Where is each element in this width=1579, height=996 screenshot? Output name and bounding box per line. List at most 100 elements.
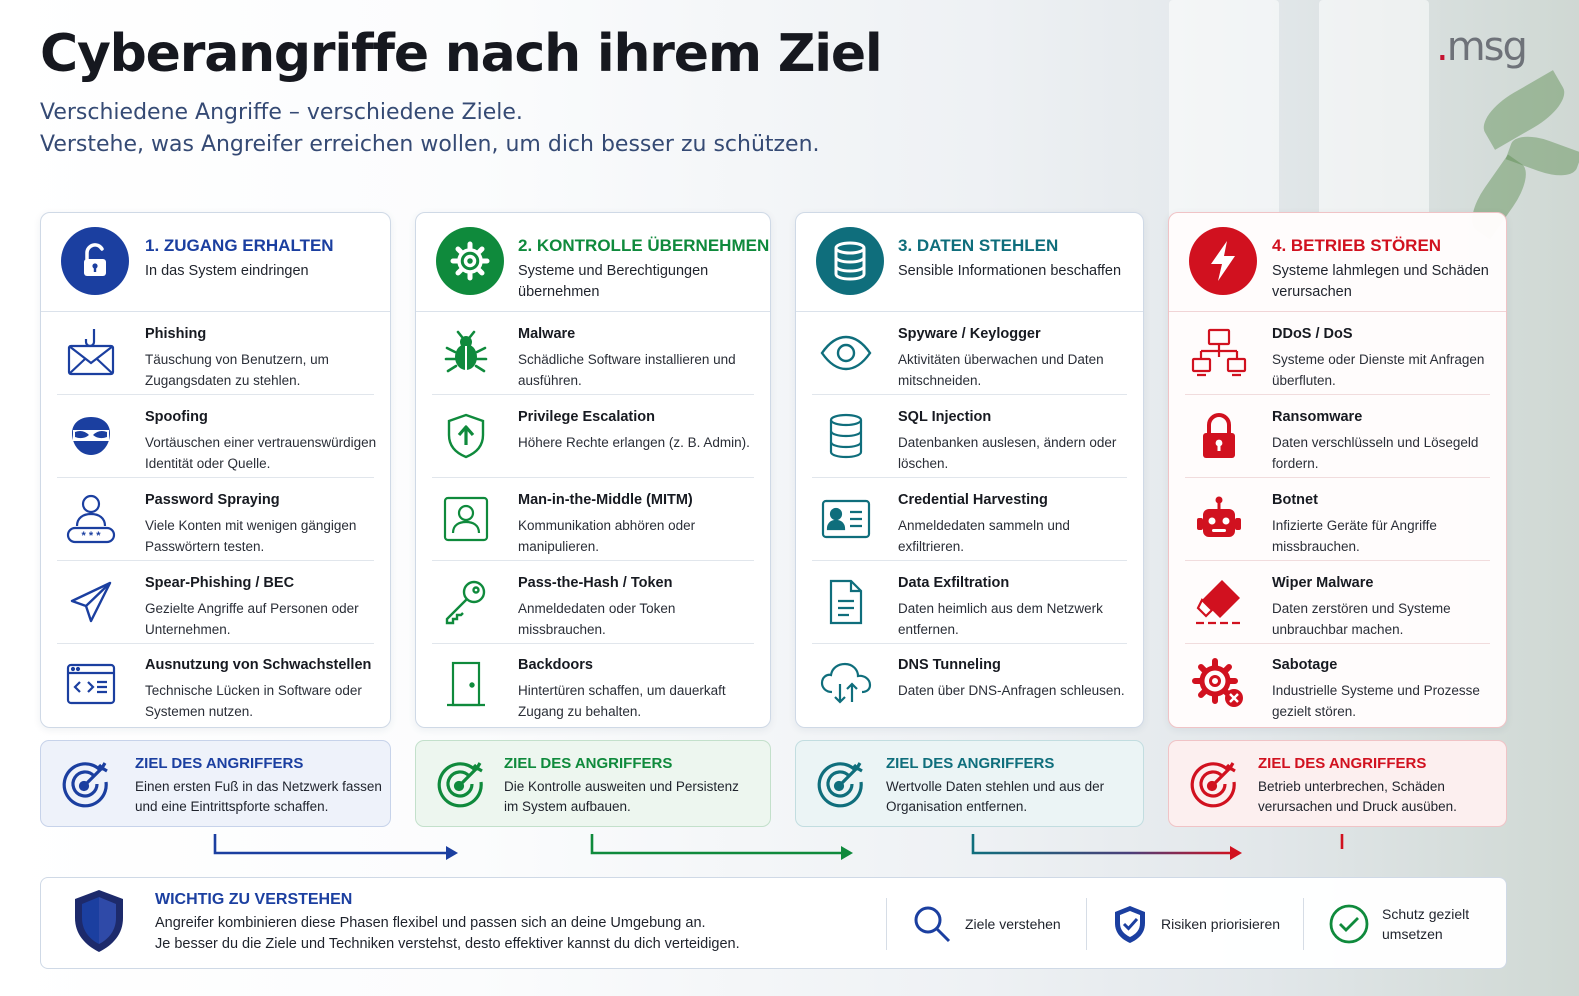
phase-description: Systeme lahmlegen und Schäden verursache… bbox=[1272, 263, 1489, 300]
goal-title: ZIEL DES ANGRIFFERS bbox=[1258, 755, 1427, 772]
target-icon bbox=[814, 757, 868, 811]
phase-flow-arrows bbox=[0, 830, 1579, 870]
attack-title: DDoS / DoS bbox=[1272, 326, 1353, 342]
attack-item-sql-injection: SQL Injection Datenbanken auslesen, ände… bbox=[812, 396, 1127, 478]
lightning-icon bbox=[1189, 227, 1257, 295]
padlock-icon bbox=[1191, 408, 1247, 464]
phase-title: 1. ZUGANG ERHALTEN bbox=[145, 236, 334, 255]
hint-label: Schutz gezielt umsetzen bbox=[1382, 906, 1470, 942]
phase-card-betrieb: 4. BETRIEB STÖREN Systeme lahmlegen und … bbox=[1168, 212, 1507, 728]
phase-header: 4. BETRIEB STÖREN Systeme lahmlegen und … bbox=[1169, 213, 1506, 312]
target-icon bbox=[434, 757, 488, 811]
padlock-open-icon bbox=[61, 227, 129, 295]
target-icon bbox=[1187, 757, 1241, 811]
phase-title: 3. DATEN STEHLEN bbox=[898, 236, 1059, 255]
hint-schutz: Schutz gezielt umsetzen bbox=[1328, 896, 1492, 952]
subtitle-line-2: Verstehe, was Angreifer erreichen wollen… bbox=[40, 132, 820, 157]
attack-description: Industrielle Systeme und Prozesse geziel… bbox=[1272, 683, 1480, 719]
msg-logo: .msg bbox=[1436, 24, 1528, 70]
phase-description: Systeme und Berechtigungen übernehmen bbox=[518, 263, 709, 300]
door-icon bbox=[438, 656, 494, 712]
user-password-icon: * * * bbox=[63, 491, 119, 547]
attack-title: Man-in-the-Middle (MITM) bbox=[518, 492, 693, 508]
hint-label: Risiken priorisieren bbox=[1161, 916, 1281, 932]
shield-arrow-up-icon bbox=[438, 408, 494, 464]
eraser-icon bbox=[1191, 574, 1247, 630]
attack-description: Kommunikation abhören oder manipulieren. bbox=[518, 518, 696, 554]
phase-title: 2. KONTROLLE ÜBERNEHMEN bbox=[518, 236, 770, 255]
goal-box-zugang: ZIEL DES ANGRIFFERS Einen ersten Fuß in … bbox=[40, 740, 391, 827]
phase-card-daten: 3. DATEN STEHLEN Sensible Informationen … bbox=[795, 212, 1144, 728]
mask-icon bbox=[63, 408, 119, 464]
attack-description: Viele Konten mit wenigen gängigen Passwö… bbox=[145, 518, 357, 554]
phase-header: 1. ZUGANG ERHALTEN In das System eindrin… bbox=[41, 213, 390, 312]
attack-description: Daten verschlüsseln und Lösegeld fordern… bbox=[1272, 435, 1479, 471]
divider bbox=[1303, 898, 1304, 950]
attack-title: SQL Injection bbox=[898, 409, 992, 425]
attack-item-credential-harvesting: Credential Harvesting Anmeldedaten samme… bbox=[812, 479, 1127, 561]
attack-item-privilege-escalation: Privilege Escalation Höhere Rechte erlan… bbox=[432, 396, 754, 478]
cloud-transfer-icon bbox=[818, 656, 874, 712]
attack-description: Hintertüren schaffen, um dauerkaft Zugan… bbox=[518, 683, 726, 719]
info-text: Angreifer kombinieren diese Phasen flexi… bbox=[155, 913, 740, 955]
phase-header: 3. DATEN STEHLEN Sensible Informationen … bbox=[796, 213, 1143, 312]
goal-box-daten: ZIEL DES ANGRIFFERS Wertvolle Daten steh… bbox=[795, 740, 1144, 827]
attack-item-mitm: Man-in-the-Middle (MITM) Kommunikation a… bbox=[432, 479, 754, 561]
subtitle-line-1: Verschiedene Angriffe – verschiedene Zie… bbox=[40, 100, 523, 125]
shield-check-icon bbox=[1111, 903, 1149, 945]
gear-icon bbox=[436, 227, 504, 295]
page-title: Cyberangriffe nach ihrem Ziel bbox=[40, 24, 883, 84]
gear-x-icon bbox=[1191, 656, 1247, 712]
phase-card-zugang: 1. ZUGANG ERHALTEN In das System eindrin… bbox=[40, 212, 391, 728]
attack-item-pass-the-hash: Pass-the-Hash / Token Anmeldedaten oder … bbox=[432, 562, 754, 644]
attack-description: Technische Lücken in Software oder Syste… bbox=[145, 683, 362, 719]
attack-description: Täuschung von Benutzern, um Zugangsdaten… bbox=[145, 352, 329, 388]
attack-title: Sabotage bbox=[1272, 657, 1338, 673]
phase-description: In das System eindringen bbox=[145, 263, 309, 279]
attack-title: Credential Harvesting bbox=[898, 492, 1048, 508]
goal-title: ZIEL DES ANGRIFFERS bbox=[886, 755, 1055, 772]
attack-item-backdoors: Backdoors Hintertüren schaffen, um dauer… bbox=[432, 644, 754, 726]
divider bbox=[886, 898, 887, 950]
code-window-icon bbox=[63, 656, 119, 712]
phase-title: 4. BETRIEB STÖREN bbox=[1272, 236, 1442, 255]
paper-plane-icon bbox=[63, 574, 119, 630]
hint-label: Ziele verstehen bbox=[965, 916, 1061, 932]
info-title: WICHTIG ZU VERSTEHEN bbox=[155, 891, 353, 908]
goal-description: Einen ersten Fuß in das Netzwerk fassen … bbox=[135, 779, 382, 814]
attack-title: Password Spraying bbox=[145, 492, 280, 508]
info-line-1: Angreifer kombinieren diese Phasen flexi… bbox=[155, 915, 706, 931]
document-icon bbox=[818, 574, 874, 630]
target-icon bbox=[59, 757, 113, 811]
attack-title: Pass-the-Hash / Token bbox=[518, 575, 673, 591]
attack-title: Malware bbox=[518, 326, 576, 342]
attack-description: Höhere Rechte erlangen (z. B. Admin). bbox=[518, 435, 750, 450]
attack-description: Anmeldedaten sammeln und exfiltrieren. bbox=[898, 518, 1070, 554]
attack-title: Ausnutzung von Schwachstellen bbox=[145, 657, 372, 673]
bug-icon bbox=[438, 325, 494, 381]
attack-title: Backdoors bbox=[518, 657, 593, 673]
attack-item-ransomware: Ransomware Daten verschlüsseln und Löseg… bbox=[1185, 396, 1490, 478]
attack-description: Daten zerstören und Systeme unbrauchbar … bbox=[1272, 601, 1451, 637]
attack-item-spyware: Spyware / Keylogger Aktivitäten überwach… bbox=[812, 313, 1127, 395]
svg-text:* * *: * * * bbox=[82, 530, 102, 542]
attack-item-malware: Malware Schädliche Software installieren… bbox=[432, 313, 754, 395]
attack-item-spoofing: Spoofing Vortäuschen einer vertrauenswür… bbox=[57, 396, 376, 478]
goal-description: Wertvolle Daten stehlen und aus der Orga… bbox=[886, 779, 1105, 814]
attack-item-schwachstellen: Ausnutzung von Schwachstellen Technische… bbox=[57, 644, 374, 726]
eye-icon bbox=[818, 325, 874, 381]
attack-item-wiper-malware: Wiper Malware Daten zerstören und System… bbox=[1185, 562, 1490, 644]
attack-title: Spear-Phishing / BEC bbox=[145, 575, 295, 591]
attack-description: Systeme oder Dienste mit Anfragen überfl… bbox=[1272, 352, 1485, 388]
attack-description: Daten heimlich aus dem Netzwerk entferne… bbox=[898, 601, 1103, 637]
attack-description: Gezielte Angriffe auf Personen oder Unte… bbox=[145, 601, 359, 637]
goal-box-kontrolle: ZIEL DES ANGRIFFERS Die Kontrolle auswei… bbox=[415, 740, 771, 827]
attack-item-ddos: DDoS / DoS Systeme oder Dienste mit Anfr… bbox=[1185, 313, 1490, 395]
network-icon bbox=[1191, 325, 1247, 381]
attack-title: Ransomware bbox=[1272, 409, 1363, 425]
attack-title: Data Exfiltration bbox=[898, 575, 1010, 591]
divider bbox=[1086, 898, 1087, 950]
attack-description: Datenbanken auslesen, ändern oder lösche… bbox=[898, 435, 1117, 471]
magnifier-icon bbox=[911, 903, 953, 945]
attack-title: Spoofing bbox=[145, 409, 208, 425]
